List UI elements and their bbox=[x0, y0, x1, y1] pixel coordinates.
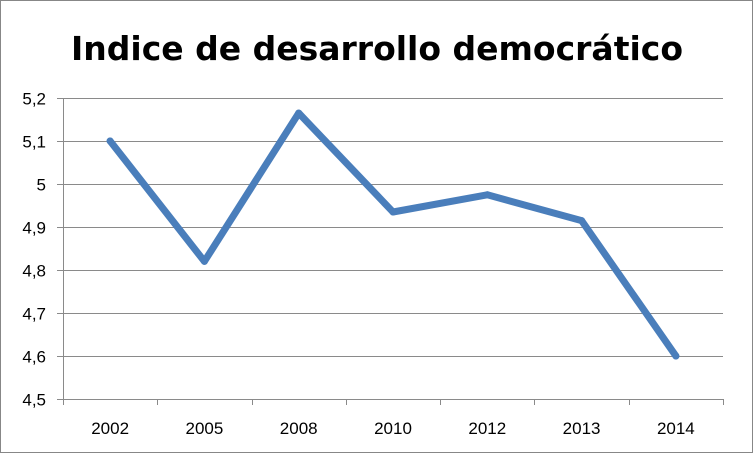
series-line bbox=[106, 109, 680, 360]
y-tick-label: 4,7 bbox=[22, 305, 46, 324]
data-point bbox=[106, 137, 114, 145]
data-point bbox=[672, 352, 680, 360]
x-tick-label: 2005 bbox=[186, 419, 224, 438]
data-point bbox=[483, 191, 491, 199]
y-tick-label: 4,6 bbox=[22, 348, 46, 367]
x-tick-label: 2012 bbox=[468, 419, 506, 438]
x-tick-label: 2014 bbox=[657, 419, 695, 438]
tick-labels: 4,5 4,6 4,7 4,8 4,9 5 5,1 5,2 2002 2005 2008 2010 20… bbox=[22, 90, 694, 439]
data-point bbox=[295, 109, 303, 117]
y-tick-label: 4,5 bbox=[22, 391, 46, 410]
data-point bbox=[389, 208, 397, 216]
y-tick-label: 4,8 bbox=[22, 262, 46, 281]
y-tick-label: 5,2 bbox=[22, 90, 46, 109]
chart-title: Indice de desarrollo democrático bbox=[71, 29, 683, 68]
axes bbox=[57, 98, 724, 405]
y-tick-label: 4,9 bbox=[22, 219, 46, 238]
x-tick-label: 2008 bbox=[280, 419, 318, 438]
data-point bbox=[200, 257, 208, 265]
x-tick-label: 2010 bbox=[374, 419, 412, 438]
data-point bbox=[578, 217, 586, 225]
gridlines bbox=[63, 98, 723, 357]
y-tick-label: 5 bbox=[37, 176, 46, 195]
x-tick-label: 2013 bbox=[563, 419, 601, 438]
series-layer bbox=[106, 109, 680, 360]
y-tick-label: 5,1 bbox=[22, 133, 46, 152]
x-tick-label: 2002 bbox=[91, 419, 129, 438]
